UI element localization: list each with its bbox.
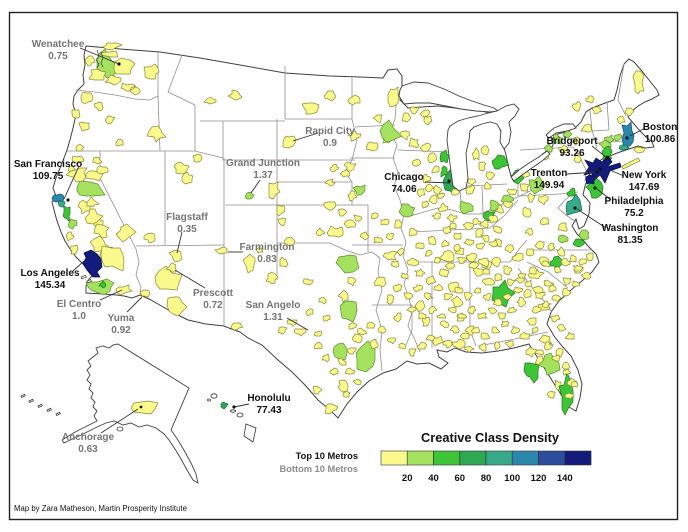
svg-text:New York: New York bbox=[622, 170, 667, 181]
svg-text:Farmington: Farmington bbox=[240, 242, 295, 253]
svg-text:Honolulu: Honolulu bbox=[247, 393, 290, 404]
svg-text:0.83: 0.83 bbox=[257, 254, 277, 265]
svg-text:80: 80 bbox=[481, 473, 492, 484]
svg-text:Yuma: Yuma bbox=[108, 313, 135, 324]
svg-text:Anchorage: Anchorage bbox=[62, 432, 115, 443]
svg-text:Wenatchee: Wenatchee bbox=[32, 39, 85, 50]
svg-text:Chicago: Chicago bbox=[384, 172, 423, 183]
svg-text:0.35: 0.35 bbox=[177, 224, 197, 235]
svg-text:0.75: 0.75 bbox=[48, 51, 68, 62]
svg-text:Los Angeles: Los Angeles bbox=[20, 268, 80, 279]
svg-text:20: 20 bbox=[402, 473, 413, 484]
svg-text:1.37: 1.37 bbox=[253, 170, 273, 181]
svg-text:81.35: 81.35 bbox=[617, 235, 642, 246]
svg-text:Rapid City: Rapid City bbox=[305, 126, 355, 137]
svg-text:Trenton: Trenton bbox=[531, 168, 568, 179]
svg-text:Bridgeport: Bridgeport bbox=[546, 136, 598, 147]
svg-text:0.92: 0.92 bbox=[111, 325, 131, 336]
svg-text:San Francisco: San Francisco bbox=[14, 159, 82, 170]
svg-text:100.86: 100.86 bbox=[645, 134, 676, 145]
svg-text:Creative Class Density: Creative Class Density bbox=[421, 430, 560, 445]
svg-text:147.69: 147.69 bbox=[629, 182, 660, 193]
svg-text:0.72: 0.72 bbox=[203, 300, 223, 311]
svg-text:Boston: Boston bbox=[643, 122, 677, 133]
svg-text:Grand Junction: Grand Junction bbox=[226, 158, 300, 169]
svg-text:1.31: 1.31 bbox=[263, 312, 283, 323]
svg-text:Prescott: Prescott bbox=[193, 288, 234, 299]
svg-text:Flagstaff: Flagstaff bbox=[166, 212, 208, 223]
svg-text:145.34: 145.34 bbox=[35, 280, 66, 291]
svg-text:Bottom 10 Metros: Bottom 10 Metros bbox=[279, 464, 358, 474]
svg-text:El Centro: El Centro bbox=[57, 299, 101, 310]
svg-text:109.75: 109.75 bbox=[33, 171, 64, 182]
svg-text:Top 10 Metros: Top 10 Metros bbox=[296, 451, 358, 461]
svg-text:Map by Zara Matheson, Martin P: Map by Zara Matheson, Martin Prosperity … bbox=[14, 504, 187, 513]
svg-text:100: 100 bbox=[504, 473, 520, 484]
svg-text:San Angelo: San Angelo bbox=[246, 300, 301, 311]
svg-text:149.94: 149.94 bbox=[534, 180, 565, 191]
svg-text:74.06: 74.06 bbox=[391, 184, 416, 195]
svg-text:77.43: 77.43 bbox=[256, 405, 281, 416]
svg-text:60: 60 bbox=[455, 473, 466, 484]
svg-text:1.0: 1.0 bbox=[72, 311, 86, 322]
svg-text:140: 140 bbox=[557, 473, 573, 484]
svg-text:40: 40 bbox=[428, 473, 439, 484]
svg-text:75.2: 75.2 bbox=[624, 208, 644, 219]
svg-text:0.9: 0.9 bbox=[323, 138, 337, 149]
svg-text:Philadelphia: Philadelphia bbox=[605, 196, 664, 207]
svg-text:Washington: Washington bbox=[602, 223, 659, 234]
svg-text:0.63: 0.63 bbox=[78, 444, 98, 455]
svg-text:93.26: 93.26 bbox=[559, 148, 584, 159]
svg-text:120: 120 bbox=[531, 473, 547, 484]
